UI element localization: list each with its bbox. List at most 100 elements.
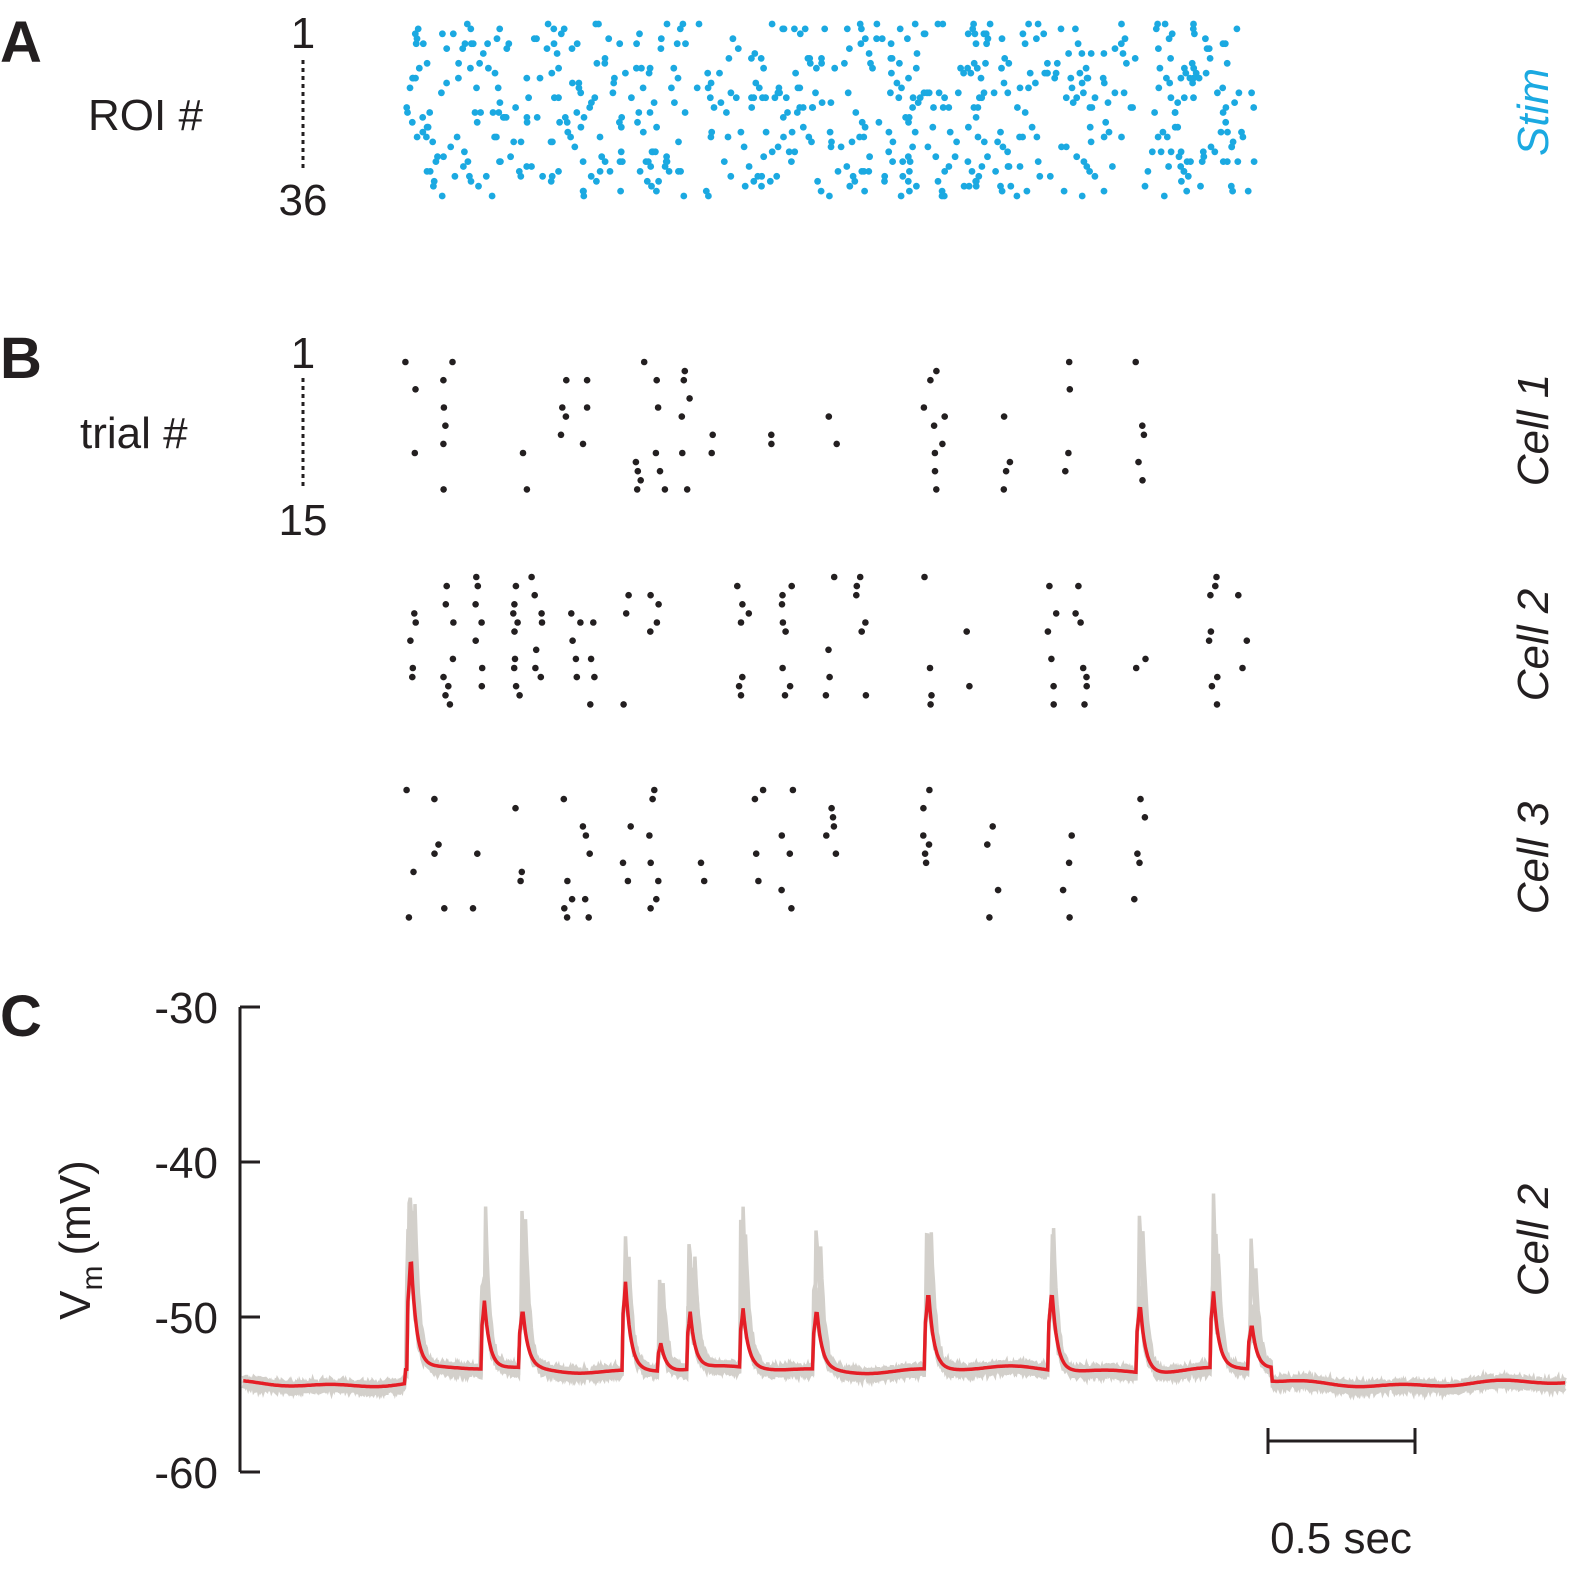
stim-event <box>580 192 588 200</box>
stim-event <box>980 138 988 146</box>
stim-event <box>818 55 825 62</box>
stim-event <box>774 89 782 97</box>
stim-event <box>423 133 430 141</box>
stim-event <box>569 79 576 87</box>
stim-event <box>571 143 579 151</box>
stim-event <box>515 168 523 175</box>
stim-event <box>788 128 796 136</box>
spike-0 <box>708 449 715 457</box>
cell-2-label: Cell 2 <box>1509 589 1558 702</box>
cell-1-label: Cell 1 <box>1509 374 1558 487</box>
spike-1 <box>737 692 745 699</box>
stim-event <box>453 133 461 141</box>
stim-event <box>706 94 714 102</box>
spike-2 <box>786 850 794 857</box>
stim-event <box>1174 99 1182 106</box>
stim-event <box>957 64 964 72</box>
stim-event <box>1091 172 1099 180</box>
spike-1 <box>572 655 580 663</box>
spike-1 <box>587 655 595 663</box>
stim-event <box>617 187 624 195</box>
spike-1 <box>1077 619 1084 626</box>
stim-event <box>741 182 749 190</box>
spike-2 <box>651 786 658 794</box>
stim-event <box>1014 104 1021 111</box>
stim-event <box>930 104 937 111</box>
stim-event <box>1004 148 1011 156</box>
spike-2 <box>921 850 929 857</box>
stim-event <box>1227 182 1235 190</box>
stim-event <box>413 133 421 141</box>
spike-1 <box>577 619 584 626</box>
spike-2 <box>697 859 705 867</box>
stim-event <box>424 123 432 131</box>
stim-event <box>1080 89 1087 97</box>
spike-2 <box>647 905 654 912</box>
spike-1 <box>409 664 417 672</box>
stim-event <box>1001 55 1009 62</box>
stim-event <box>676 25 684 33</box>
stim-event <box>639 84 647 92</box>
spike-1 <box>966 682 973 690</box>
spike-2 <box>920 832 927 839</box>
stim-event <box>953 138 960 146</box>
stim-event <box>1078 192 1086 200</box>
spike-1 <box>822 692 830 699</box>
stim-event <box>469 40 477 48</box>
stim-event <box>986 20 994 28</box>
stim-event <box>580 187 587 195</box>
spike-0 <box>633 486 641 493</box>
cell-3-label: Cell 3 <box>1509 801 1558 914</box>
stim-event <box>1087 50 1095 57</box>
stim-event <box>1078 79 1086 87</box>
spike-1 <box>591 673 598 681</box>
y-tick-label: -60 <box>154 1449 218 1498</box>
spike-1 <box>1083 682 1090 690</box>
spike-1 <box>1048 655 1055 663</box>
stim-event <box>837 143 845 151</box>
stim-event <box>525 94 532 102</box>
stim-event <box>1171 109 1179 116</box>
spike-1 <box>1213 573 1220 581</box>
spike-1 <box>449 655 457 663</box>
stim-event <box>561 114 569 121</box>
stim-event <box>1021 109 1029 116</box>
stim-event <box>1109 163 1116 170</box>
stim-event <box>1217 128 1225 136</box>
stim-event <box>782 94 790 102</box>
spike-1 <box>778 601 786 608</box>
spike-1 <box>826 673 833 681</box>
panel-b-ylabel: trial # <box>80 409 188 458</box>
stim-event <box>858 118 866 126</box>
spike-1 <box>446 701 454 708</box>
stim-event <box>750 177 758 185</box>
stim-event <box>473 118 481 126</box>
stim-event <box>1025 84 1032 92</box>
stim-event <box>734 45 742 52</box>
panel-c: C -30 -40 -50 -60 Vm (mV) 0.5 sec Cell 2 <box>0 984 1567 1563</box>
stim-event <box>1148 148 1156 156</box>
stim-event <box>489 109 497 116</box>
stim-event <box>946 128 954 136</box>
stim-event <box>773 172 781 180</box>
stim-event <box>1053 59 1061 67</box>
spike-0 <box>1139 422 1146 430</box>
stim-event <box>905 74 912 82</box>
stim-event <box>1177 74 1185 82</box>
stim-event <box>1190 64 1198 72</box>
spike-1 <box>963 628 970 635</box>
spike-0 <box>1139 477 1146 484</box>
stim-event <box>1100 187 1108 195</box>
stim-event <box>1183 158 1191 166</box>
spike-1 <box>1207 591 1214 599</box>
vm-traces <box>241 1193 1567 1401</box>
spike-2 <box>653 895 660 903</box>
stim-event <box>818 99 826 106</box>
spike-2 <box>563 914 571 921</box>
stim-event <box>638 64 645 72</box>
panel-a-ylabel: ROI # <box>88 91 203 140</box>
spike-0 <box>563 376 570 384</box>
spike-1 <box>510 610 517 617</box>
stim-raster <box>403 20 1258 200</box>
stim-event <box>471 109 479 116</box>
